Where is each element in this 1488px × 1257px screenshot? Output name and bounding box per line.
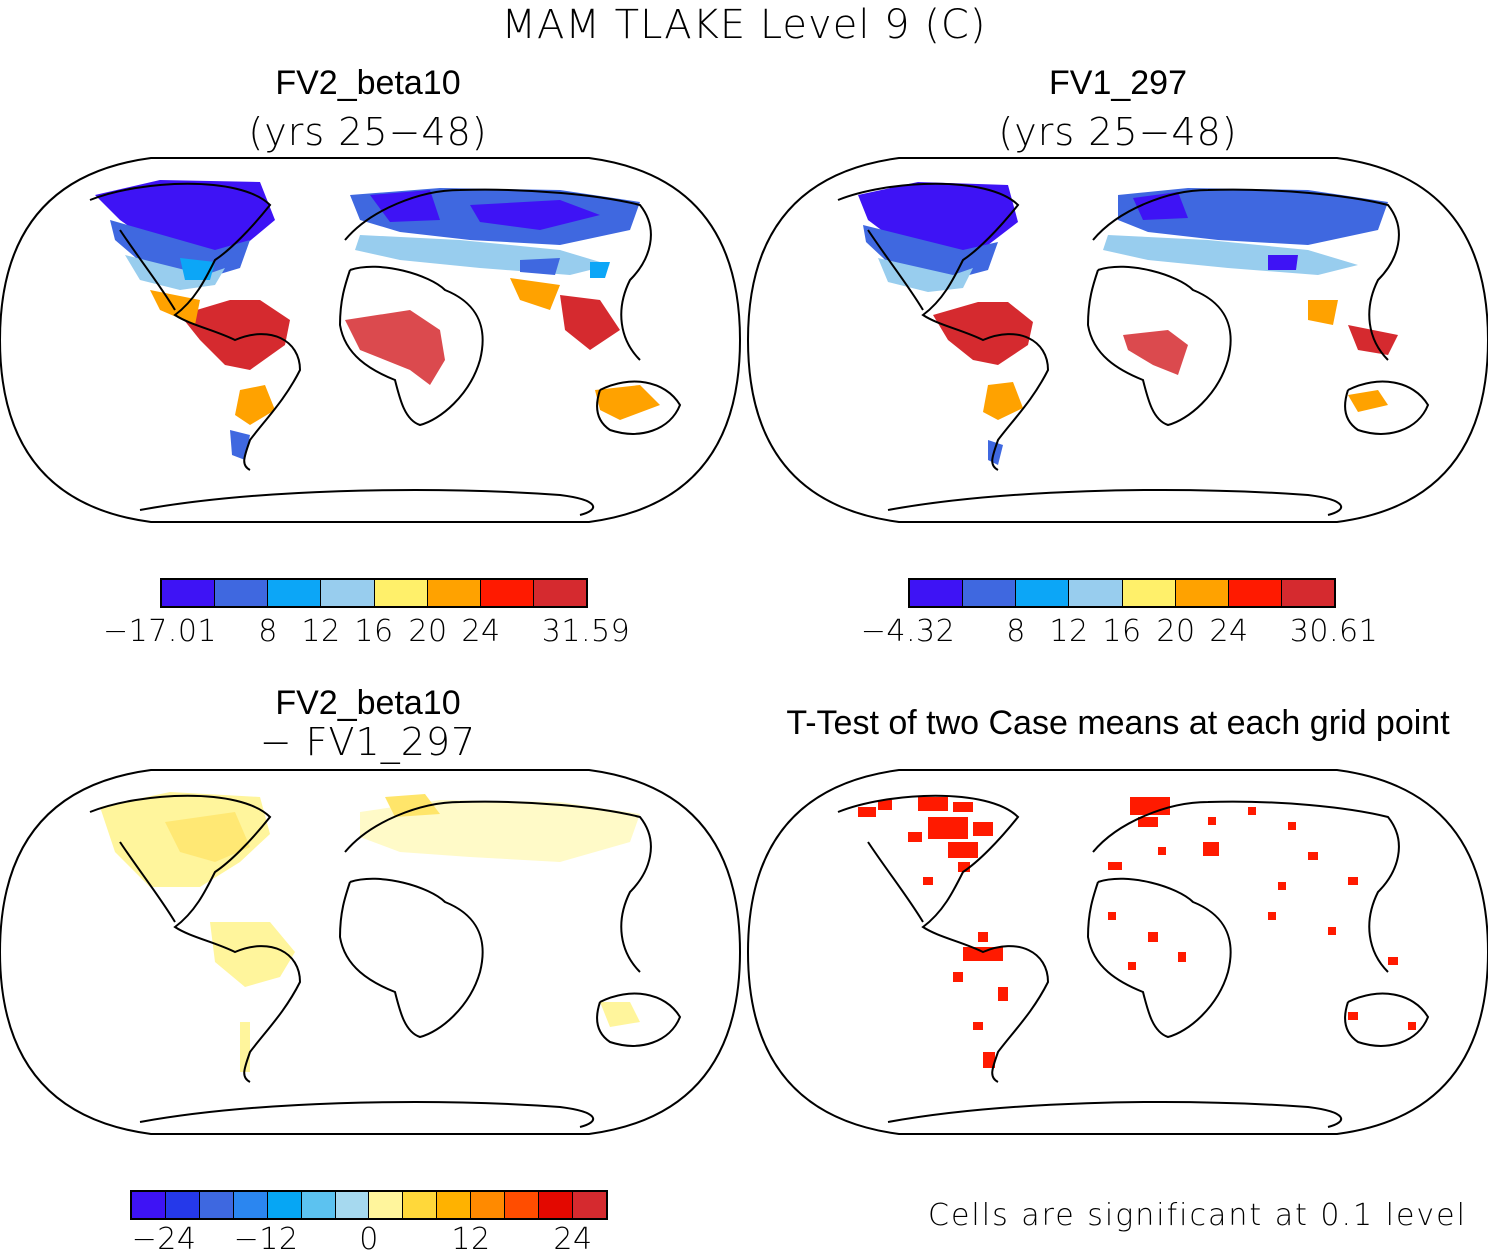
colorbar-case1-swatch <box>268 580 322 606</box>
colorbar-diff <box>130 1190 608 1220</box>
panel-title-case2: FV1_297 <box>1049 64 1187 102</box>
colorbar-diff-swatch <box>369 1192 404 1218</box>
map-diff <box>0 769 742 1135</box>
colorbar-diff-label: 12 <box>451 1222 491 1257</box>
colorbar-diff-label: −12 <box>233 1222 299 1257</box>
colorbar-diff-swatch <box>335 1192 370 1218</box>
map-case1 <box>0 157 742 523</box>
colorbar-diff-swatch <box>199 1192 234 1218</box>
colorbar-diff-swatch <box>471 1192 506 1218</box>
colorbar-diff-label: 24 <box>553 1222 593 1257</box>
colorbar-case2-swatch <box>963 580 1017 606</box>
colorbar-case1-swatch <box>321 580 375 606</box>
colorbar-case2-label: 20 <box>1156 614 1196 649</box>
colorbar-case2-swatch <box>1175 580 1229 606</box>
colorbar-case2-label: 8 <box>1006 614 1026 649</box>
colorbar-case1-swatch <box>480 580 534 606</box>
colorbar-case1-label: −17.01 <box>102 614 218 649</box>
map-case2 <box>746 157 1488 523</box>
colorbar-case1-label: 24 <box>461 614 501 649</box>
colorbar-diff-swatch <box>572 1192 606 1218</box>
colorbar-case2-swatch <box>1281 580 1334 606</box>
colorbar-diff-swatch <box>267 1192 302 1218</box>
colorbar-case2-label: 16 <box>1102 614 1142 649</box>
colorbar-diff-swatch <box>132 1192 166 1218</box>
colorbar-case2-swatch <box>1122 580 1176 606</box>
colorbar-case2 <box>908 578 1336 608</box>
colorbar-diff-swatch <box>505 1192 540 1218</box>
colorbar-case2-swatch <box>1016 580 1070 606</box>
panel-subtitle-diff: − FV1_297 <box>259 720 477 764</box>
figure-title: MAM TLAKE Level 9 (C) <box>501 2 987 48</box>
panel-title-diff: FV2_beta10 <box>275 684 461 722</box>
colorbar-diff-swatch <box>165 1192 200 1218</box>
colorbar-case2-label: 12 <box>1049 614 1089 649</box>
colorbar-case1-swatch <box>162 580 216 606</box>
significance-note: Cells are significant at 0.1 level <box>928 1198 1467 1233</box>
colorbar-diff-swatch <box>301 1192 336 1218</box>
colorbar-diff-swatch <box>539 1192 573 1218</box>
colorbar-case1-label: 20 <box>408 614 448 649</box>
colorbar-case1-swatch <box>533 580 586 606</box>
colorbar-case2-swatch <box>910 580 964 606</box>
colorbar-diff-label: −24 <box>131 1222 197 1257</box>
colorbar-case1-swatch <box>374 580 428 606</box>
map-ttest <box>746 769 1488 1135</box>
colorbar-case1-label: 31.59 <box>541 614 631 649</box>
panel-subtitle-case2: (yrs 25−48) <box>998 110 1238 154</box>
colorbar-diff-label: 0 <box>359 1222 379 1257</box>
colorbar-case2-swatch <box>1069 580 1123 606</box>
colorbar-diff-swatch <box>437 1192 472 1218</box>
colorbar-case1-label: 16 <box>354 614 394 649</box>
colorbar-diff-swatch <box>403 1192 438 1218</box>
panel-title-ttest: T-Test of two Case means at each grid po… <box>786 704 1450 742</box>
colorbar-case1-label: 12 <box>301 614 341 649</box>
colorbar-case2-label: 24 <box>1209 614 1249 649</box>
colorbar-case1-label: 8 <box>258 614 278 649</box>
colorbar-diff-swatch <box>233 1192 268 1218</box>
colorbar-case2-label: −4.32 <box>860 614 956 649</box>
panel-title-case1: FV2_beta10 <box>275 64 461 102</box>
colorbar-case1 <box>160 578 588 608</box>
colorbar-case1-swatch <box>427 580 481 606</box>
colorbar-case2-swatch <box>1228 580 1282 606</box>
colorbar-case2-label: 30.61 <box>1289 614 1379 649</box>
panel-subtitle-case1: (yrs 25−48) <box>248 110 488 154</box>
colorbar-case1-swatch <box>215 580 269 606</box>
